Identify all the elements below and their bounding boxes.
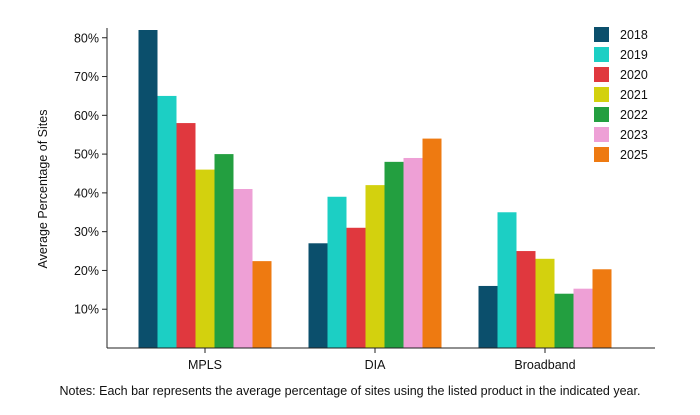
y-tick-label: 50%: [74, 148, 99, 162]
y-tick-label: 80%: [74, 31, 99, 45]
bar-mpls-2020: [176, 123, 196, 348]
legend-label-2021: 2021: [620, 88, 648, 102]
x-tick-label-mpls: MPLS: [188, 358, 222, 372]
chart-note: Notes: Each bar represents the average p…: [59, 384, 641, 398]
bar-mpls-2022: [214, 154, 234, 348]
y-axis-label: Average Percentage of Sites: [36, 110, 50, 269]
bar-broadband-2023: [573, 288, 593, 348]
bar-dia-2021: [365, 185, 385, 348]
bar-broadband-2020: [516, 251, 536, 348]
legend-label-2025: 2025: [620, 148, 648, 162]
y-tick-label: 30%: [74, 225, 99, 239]
bar-mpls-2023: [233, 189, 253, 348]
y-tick-label: 20%: [74, 264, 99, 278]
legend-swatch-2023: [594, 127, 609, 142]
bar-dia-2022: [384, 161, 404, 348]
bar-broadband-2025: [592, 269, 612, 348]
x-tick-label-broadband: Broadband: [514, 358, 575, 372]
legend-swatch-2018: [594, 27, 609, 42]
bar-mpls-2025: [252, 261, 272, 348]
legend-label-2018: 2018: [620, 28, 648, 42]
y-tick-label: 10%: [74, 303, 99, 317]
legend-label-2023: 2023: [620, 128, 648, 142]
bar-dia-2019: [327, 196, 347, 348]
bar-dia-2020: [346, 227, 366, 348]
legend-swatch-2025: [594, 147, 609, 162]
bar-mpls-2021: [195, 169, 215, 348]
legend-label-2022: 2022: [620, 108, 648, 122]
legend-label-2020: 2020: [620, 68, 648, 82]
bar-broadband-2019: [497, 212, 517, 348]
bar-broadband-2021: [535, 258, 555, 348]
legend-swatch-2022: [594, 107, 609, 122]
legend-label-2019: 2019: [620, 48, 648, 62]
bar-broadband-2018: [478, 285, 498, 348]
y-axis-ticks: 10% 20% 30% 40% 50% 60% 70% 80%: [74, 31, 107, 317]
bars-group: [138, 30, 612, 349]
legend: 2018 2019 2020 2021 2022 2023 2025: [594, 27, 648, 162]
bar-broadband-2022: [554, 293, 574, 348]
bar-dia-2023: [403, 157, 423, 348]
legend-swatch-2021: [594, 87, 609, 102]
bar-dia-2025: [422, 138, 442, 348]
y-tick-label: 70%: [74, 70, 99, 84]
x-axis-category-labels: MPLS DIA Broadband: [188, 348, 576, 372]
bar-mpls-2018: [138, 30, 158, 348]
bar-mpls-2019: [157, 95, 177, 349]
y-tick-label: 60%: [74, 109, 99, 123]
y-tick-label: 40%: [74, 186, 99, 200]
legend-swatch-2019: [594, 47, 609, 62]
x-tick-label-dia: DIA: [365, 358, 387, 372]
legend-swatch-2020: [594, 67, 609, 82]
bar-dia-2018: [308, 243, 328, 348]
